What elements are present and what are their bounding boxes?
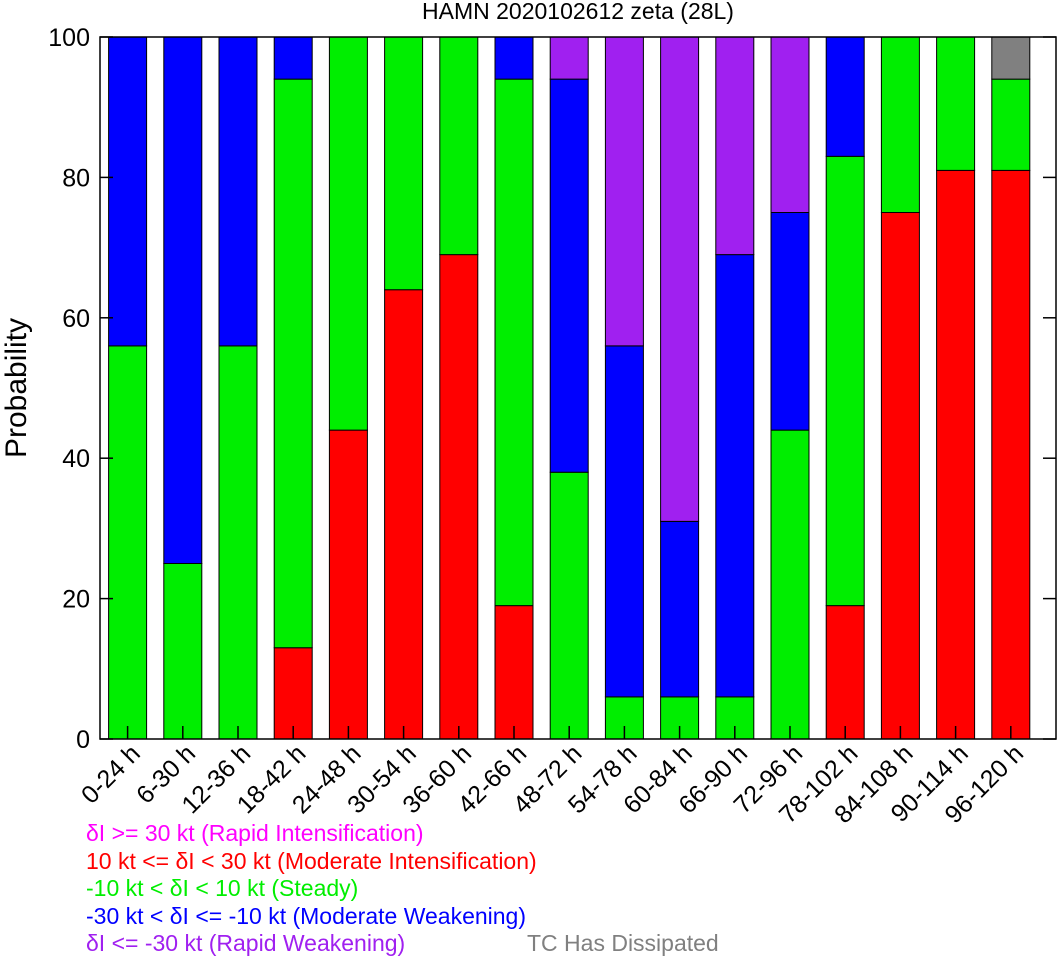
bar-segment [549, 78, 589, 473]
legend-entry: δI >= 30 kt (Rapid Intensification) [86, 820, 424, 846]
bar-segment [549, 471, 589, 740]
legend-entry: 10 kt <= δI < 30 kt (Moderate Intensific… [86, 848, 537, 874]
bar-segment [880, 212, 920, 740]
bar-segment [108, 36, 148, 347]
bar-segment [218, 36, 258, 347]
bar-segment [936, 169, 976, 740]
bar-segment [770, 429, 810, 740]
bar-segment [660, 520, 700, 698]
bar-segment [880, 36, 920, 213]
bar-segment [604, 345, 644, 698]
bar-segment [770, 36, 810, 213]
bar-segment [825, 36, 865, 157]
legend-entry: δI <= -30 kt (Rapid Weakening) [86, 930, 406, 956]
bars-group [108, 36, 1031, 740]
y-axis-label: Probability [0, 318, 33, 458]
y-tick-label: 20 [62, 586, 90, 614]
y-tick-label: 40 [62, 445, 90, 473]
bar-segment [328, 429, 368, 740]
bar-segment [273, 78, 313, 649]
legend-entry: -10 kt < δI < 10 kt (Steady) [86, 875, 359, 901]
bar-segment [991, 78, 1031, 171]
legend-entry: TC Has Dissipated [527, 930, 719, 956]
y-tick-label: 100 [48, 24, 90, 52]
y-tick-label: 80 [62, 164, 90, 192]
bar-segment [770, 212, 810, 431]
bar-segment [549, 36, 589, 80]
plot-frame [99, 36, 1057, 740]
bar-segment [439, 36, 479, 256]
bar-segment [991, 169, 1031, 740]
y-tick-label: 60 [62, 305, 90, 333]
bar-segment [218, 345, 258, 740]
bar-segment [660, 36, 700, 522]
bar-segment [991, 36, 1031, 80]
bar-segment [494, 78, 534, 607]
bar-segment [715, 254, 755, 698]
bar-segment [715, 36, 755, 256]
bar-segment [825, 605, 865, 740]
bar-segment [384, 36, 424, 291]
bar-segment [825, 155, 865, 607]
bar-segment [384, 289, 424, 740]
bar-segment [163, 563, 203, 740]
legend-entry: -30 kt < δI <= -10 kt (Moderate Weakenin… [86, 903, 527, 929]
bar-segment [604, 36, 644, 347]
bar-segment [494, 36, 534, 80]
bar-segment [273, 647, 313, 740]
bar-segment [328, 36, 368, 431]
bar-segment [273, 36, 313, 80]
bar-segment [108, 345, 148, 740]
bar-segment [494, 605, 534, 740]
y-tick-label: 0 [76, 726, 90, 754]
bar-segment [163, 36, 203, 564]
bar-segment [439, 254, 479, 740]
chart-title: HAMN 2020102612 zeta (28L) [422, 0, 734, 24]
bar-segment [936, 36, 976, 171]
